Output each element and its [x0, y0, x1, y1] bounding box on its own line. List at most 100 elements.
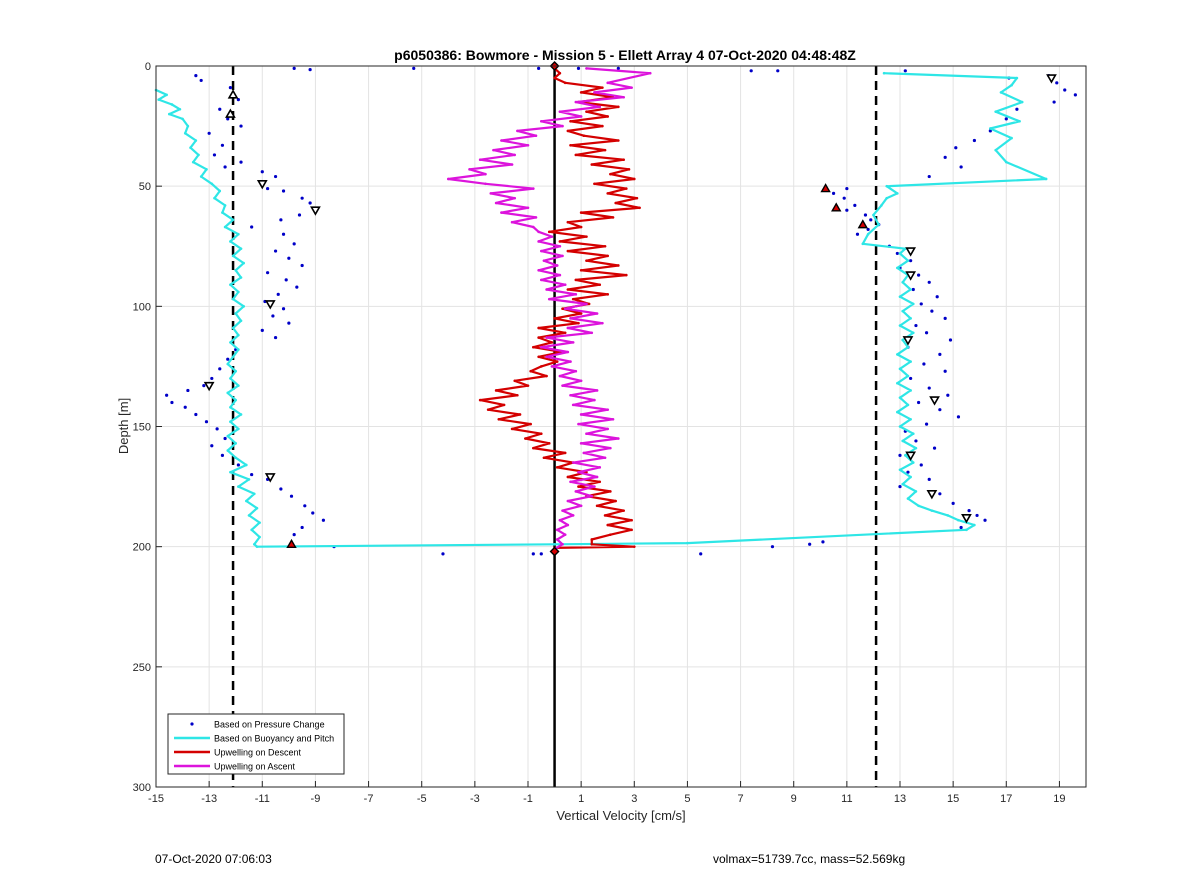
pressure-change-point: [922, 362, 926, 366]
series-vertex: [529, 369, 532, 373]
series-vertex: [231, 355, 235, 359]
series-vertex: [598, 283, 602, 287]
pressure-change-point: [207, 131, 211, 135]
pressure-change-point: [220, 143, 225, 147]
series-vertex: [635, 196, 639, 200]
series-vertex: [648, 71, 652, 75]
series-vertex: [157, 98, 160, 101]
series-vertex: [226, 362, 230, 366]
series-vertex: [237, 427, 240, 431]
series-vertex: [569, 393, 572, 397]
series-vertex: [906, 374, 910, 378]
series-vertex: [558, 374, 562, 378]
pressure-change-point: [911, 287, 915, 292]
triangle-down-marker: [203, 381, 215, 392]
series-vertex: [898, 468, 902, 472]
series-vertex: [909, 475, 912, 479]
series-vertex: [537, 268, 540, 272]
series-vertex: [896, 192, 899, 195]
pressure-change-point: [919, 302, 923, 306]
series-vertex: [606, 115, 610, 118]
series-vertex: [478, 398, 482, 402]
series-vertex: [545, 288, 548, 291]
series-vertex: [231, 218, 235, 222]
series-vertex: [237, 348, 240, 351]
pressure-change-point: [924, 331, 929, 335]
pressure-change-point: [539, 552, 543, 556]
series-vertex: [917, 504, 920, 508]
pressure-change-point: [279, 218, 283, 222]
x-axis-ticks: -15 -13 -11 -9 -7 -5 -3 -1 1 3 5 7 9 11 13 15 17 19: [148, 781, 1066, 805]
pressure-change-point: [917, 273, 921, 277]
series-vertex: [237, 290, 240, 294]
series-vertex: [566, 288, 570, 291]
series-vertex: [223, 204, 227, 207]
triangle-down-marker: [1046, 74, 1057, 84]
triangle-down-marker: [905, 451, 917, 461]
series-vertex: [901, 281, 904, 284]
series-vertex: [255, 545, 259, 548]
series-vertex: [231, 254, 235, 258]
pressure-change-point: [935, 295, 939, 299]
series-vertex: [632, 545, 636, 548]
series-vertex: [585, 302, 588, 306]
series-vertex: [906, 259, 910, 262]
y-tick-label: 100: [133, 301, 151, 313]
x-tick-label: 11: [841, 793, 852, 805]
series-vertex: [577, 422, 580, 426]
series-vertex: [550, 341, 554, 344]
series-vertex: [885, 196, 889, 200]
pressure-change-point: [287, 256, 291, 260]
pressure-change-point: [218, 107, 222, 111]
series-vertex: [590, 538, 594, 541]
series-vertex: [906, 497, 910, 500]
series-vertex: [906, 403, 910, 407]
series-vertex: [882, 71, 886, 75]
series-vertex: [539, 345, 543, 349]
series-vertex: [537, 326, 540, 330]
series-vertex: [229, 240, 232, 243]
series-vertex: [229, 470, 232, 474]
series-vertex: [239, 276, 243, 279]
x-tick-label: -13: [201, 793, 217, 805]
series-vertex: [617, 105, 620, 109]
series-vertex: [513, 153, 517, 157]
pressure-change-point: [972, 138, 977, 143]
y-tick-label: 150: [133, 422, 151, 434]
series-vertex: [598, 466, 602, 469]
series-vertex: [606, 254, 610, 258]
pressure-change-point: [281, 307, 286, 311]
pressure-change-point: [855, 232, 860, 236]
series-vertex: [561, 542, 564, 546]
series-vertex: [231, 326, 235, 330]
series-vertex: [561, 509, 564, 512]
pressure-change-point: [537, 66, 541, 71]
series-vertex: [614, 201, 617, 205]
series-vertex: [909, 317, 912, 320]
series-vertex: [229, 283, 232, 287]
pressure-change-point: [194, 74, 198, 78]
series-vertex: [911, 461, 915, 464]
series-vertex: [253, 542, 256, 546]
pressure-change-point: [1055, 81, 1059, 85]
pressure-change-point: [210, 376, 214, 381]
pressure-change-point: [919, 463, 923, 467]
series-vertex: [574, 369, 578, 373]
series-vertex: [614, 499, 617, 503]
footer-info: volmax=51739.7cc, mass=52.569kg: [713, 852, 906, 866]
pressure-change-point: [869, 218, 873, 222]
series-vertex: [561, 254, 564, 258]
series-vertex: [603, 148, 607, 152]
series-vertex: [229, 420, 232, 423]
series-vertex: [571, 403, 575, 407]
triangle-up-filled-marker: [831, 202, 842, 212]
pressure-change-point: [943, 155, 947, 159]
series-vertex: [566, 475, 570, 479]
pressure-change-point: [938, 492, 942, 496]
pressure-change-point: [616, 66, 620, 71]
pressure-change-point: [260, 328, 264, 332]
series-vertex: [574, 100, 578, 104]
series-vertex: [537, 240, 540, 243]
pressure-change-point: [943, 369, 947, 373]
pressure-change-point: [770, 545, 775, 549]
